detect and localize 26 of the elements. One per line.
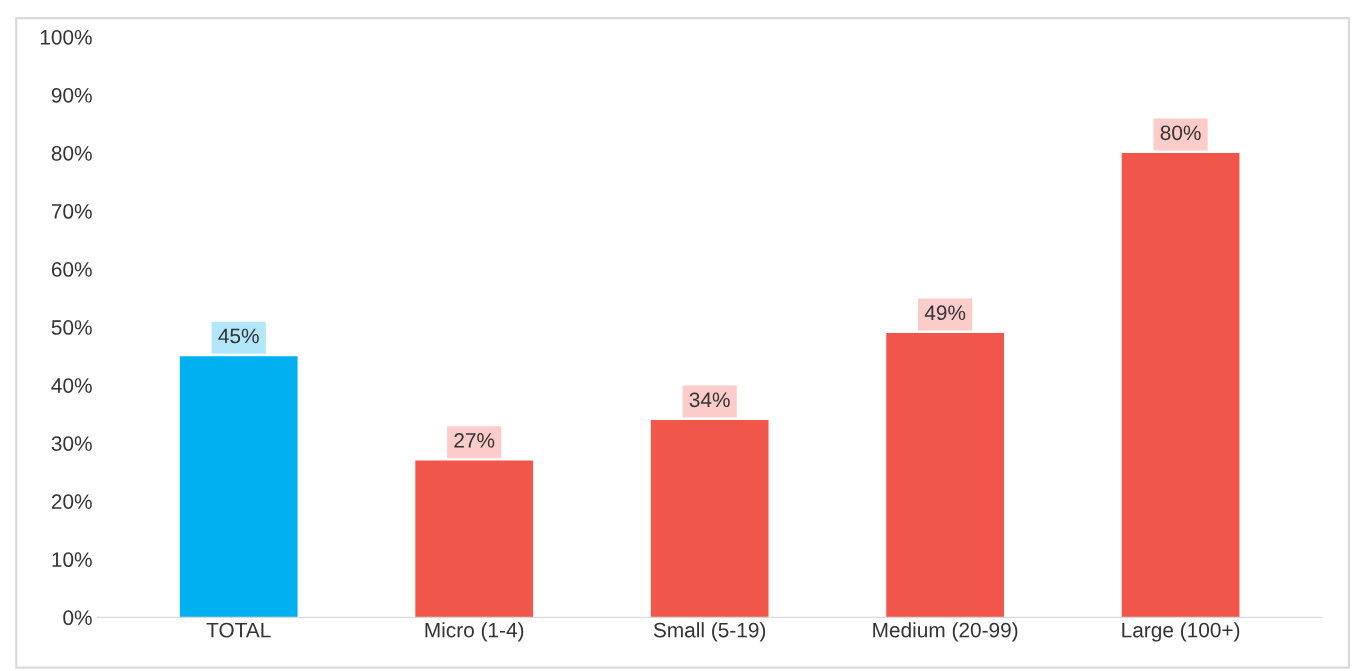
data-label: 27% [454, 433, 495, 448]
y-tick-label: 40% [51, 378, 92, 393]
data-label: 49% [924, 305, 966, 321]
y-tick-label: 20% [51, 494, 92, 509]
bar [1121, 152, 1240, 618]
x-tick-label: TOTAL [206, 622, 271, 638]
bar [886, 332, 1004, 618]
bar [650, 419, 769, 618]
y-tick-label: 90% [51, 87, 92, 103]
x-tick-label: Small (5-19) [653, 622, 766, 642]
data-label: 34% [689, 392, 730, 408]
y-tick-label: 10% [52, 552, 92, 568]
x-tick-label: Medium (20-99) [873, 622, 1018, 642]
y-tick-label: 0% [63, 610, 92, 626]
y-tick-label: 80% [51, 145, 92, 161]
x-tick-label: Large (100+) [1122, 622, 1240, 642]
y-tick-label: 30% [51, 436, 92, 451]
bar [179, 356, 298, 618]
y-tick-label: 50% [51, 320, 92, 335]
x-tick-label: Micro (1-4) [425, 622, 524, 642]
data-label: 80% [1160, 125, 1201, 141]
y-tick-label: 60% [51, 262, 92, 277]
y-tick-label: 70% [51, 204, 92, 219]
data-label: 45% [218, 328, 259, 344]
bar [415, 460, 534, 618]
y-tick-label: 100% [40, 29, 92, 45]
